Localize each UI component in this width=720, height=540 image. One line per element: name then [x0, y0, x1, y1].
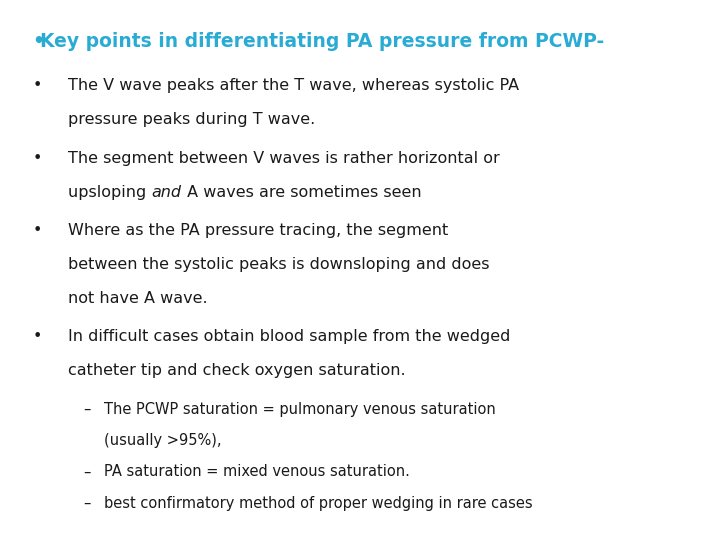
Text: Key points in differentiating PA pressure from PCWP-: Key points in differentiating PA pressur… [40, 32, 604, 51]
Text: A waves are sometimes seen: A waves are sometimes seen [181, 185, 421, 200]
Text: Where as the PA pressure tracing, the segment: Where as the PA pressure tracing, the se… [68, 223, 449, 238]
Text: •: • [32, 32, 45, 51]
Text: (usually >95%),: (usually >95%), [104, 433, 222, 448]
Text: •: • [32, 223, 42, 238]
Text: upsloping: upsloping [68, 185, 152, 200]
Text: –: – [83, 496, 90, 511]
Text: catheter tip and check oxygen saturation.: catheter tip and check oxygen saturation… [68, 363, 406, 379]
Text: In difficult cases obtain blood sample from the wedged: In difficult cases obtain blood sample f… [68, 329, 510, 345]
Text: and: and [152, 185, 181, 200]
Text: The V wave peaks after the T wave, whereas systolic PA: The V wave peaks after the T wave, where… [68, 78, 520, 93]
Text: –: – [83, 464, 90, 480]
Text: PA saturation = mixed venous saturation.: PA saturation = mixed venous saturation. [104, 464, 410, 480]
Text: not have A wave.: not have A wave. [68, 291, 208, 306]
Text: •: • [32, 78, 42, 93]
Text: –: – [83, 402, 90, 417]
Text: between the systolic peaks is downsloping and does: between the systolic peaks is downslopin… [68, 257, 490, 272]
Text: best confirmatory method of proper wedging in rare cases: best confirmatory method of proper wedgi… [104, 496, 533, 511]
Text: The PCWP saturation = pulmonary venous saturation: The PCWP saturation = pulmonary venous s… [104, 402, 496, 417]
Text: •: • [32, 329, 42, 345]
Text: •: • [32, 151, 42, 166]
Text: The segment between V waves is rather horizontal or: The segment between V waves is rather ho… [68, 151, 500, 166]
Text: pressure peaks during T wave.: pressure peaks during T wave. [68, 112, 315, 127]
